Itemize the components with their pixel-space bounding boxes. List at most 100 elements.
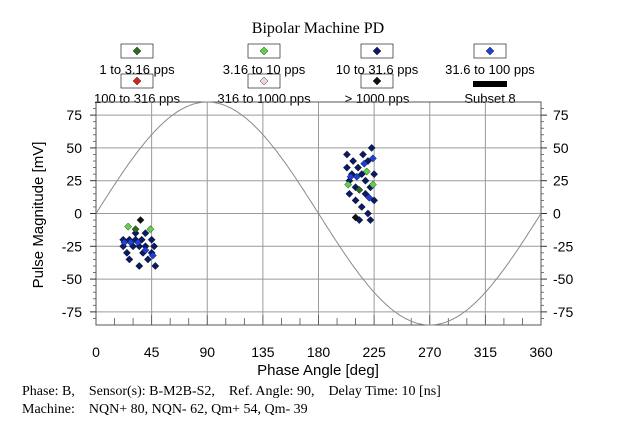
y-tick-label-left: 75 xyxy=(66,107,82,123)
data-point xyxy=(343,163,351,172)
legend-marker-diamond xyxy=(259,76,269,86)
y-tick-label-left: 0 xyxy=(74,206,82,222)
data-point xyxy=(355,186,364,194)
data-point xyxy=(364,209,372,218)
legend-label: 3.16 to 10 pps xyxy=(223,62,306,77)
data-point xyxy=(370,170,379,179)
data-point xyxy=(124,222,133,231)
data-point xyxy=(359,150,367,159)
y-tick-label-right: 25 xyxy=(553,173,569,189)
data-point xyxy=(344,180,353,189)
legend-marker-box xyxy=(360,43,394,59)
legend-label: 31.6 to 100 pps xyxy=(445,62,535,77)
data-point xyxy=(123,248,131,257)
data-point xyxy=(146,225,155,234)
legend-label: 10 to 31.6 pps xyxy=(336,62,419,77)
data-point xyxy=(351,196,360,205)
x-axis-label: Phase Angle [deg] xyxy=(257,362,379,379)
legend-marker-box xyxy=(360,73,394,89)
data-point xyxy=(150,242,158,251)
y-tick-label-right: -50 xyxy=(553,271,573,287)
data-point xyxy=(349,157,357,165)
y-tick-label-right: 75 xyxy=(553,107,569,123)
y-axis-label: Pulse Magnitude [mV] xyxy=(30,142,47,289)
data-point xyxy=(360,159,369,168)
footer-info-line-1: Phase: B, Sensor(s): B-M2B-S2, Ref. Angl… xyxy=(22,384,441,399)
y-tick-label-right: 50 xyxy=(553,140,569,156)
chart-data-points xyxy=(119,144,379,270)
x-tick-label: 225 xyxy=(362,344,386,360)
data-point xyxy=(369,154,377,163)
x-tick-label: 315 xyxy=(474,344,498,360)
legend-marker-box xyxy=(473,43,507,59)
legend-marker-diamond xyxy=(485,46,495,56)
data-point xyxy=(134,238,142,247)
data-point xyxy=(357,170,366,179)
data-point xyxy=(352,172,361,181)
data-point xyxy=(370,196,379,205)
y-tick-label-left: -25 xyxy=(62,238,82,254)
chart-title: Bipolar Machine PD xyxy=(252,20,384,37)
legend-label: 316 to 1000 pps xyxy=(217,91,311,106)
x-tick-label: 360 xyxy=(529,344,553,360)
x-tick-label: 0 xyxy=(92,344,100,360)
legend-marker-diamond xyxy=(132,76,142,86)
chart-tick-labels: 75 75 50 50 25 25 0 0 -25 -25 -50 -50 -75 -75 0 45 90 135… xyxy=(62,107,574,360)
data-point xyxy=(365,193,374,202)
y-tick-label-left: -75 xyxy=(62,304,82,320)
data-point xyxy=(131,225,140,234)
data-point xyxy=(361,189,370,198)
data-point xyxy=(367,144,376,152)
x-tick-label: 135 xyxy=(251,344,275,360)
legend-label: Subset 8 xyxy=(464,91,515,106)
y-tick-label-left: -50 xyxy=(62,271,82,287)
x-tick-label: 45 xyxy=(144,344,160,360)
legend-marker-box xyxy=(247,43,281,59)
y-tick-label-left: 50 xyxy=(66,140,82,156)
legend-marker-diamond xyxy=(372,46,382,56)
chart-grid xyxy=(96,102,541,325)
data-point xyxy=(362,167,371,176)
y-tick-label-left: 25 xyxy=(66,173,82,189)
legend-label: 100 to 316 pps xyxy=(94,91,181,106)
y-tick-label-right: 0 xyxy=(553,206,561,222)
legend-marker-diamond xyxy=(259,46,269,56)
data-point xyxy=(147,235,156,244)
data-point xyxy=(346,172,355,181)
footer-info-line-2: Machine: NQN+ 80, NQN- 62, Qm+ 54, Qm- 3… xyxy=(22,402,308,417)
legend-marker-diamond xyxy=(132,46,142,56)
data-point xyxy=(151,262,160,270)
data-point xyxy=(351,213,360,222)
x-tick-label: 180 xyxy=(307,344,331,360)
legend-marker-box xyxy=(120,43,154,59)
sine-curve xyxy=(95,101,542,326)
data-point xyxy=(354,163,362,172)
legend-marker-bar xyxy=(473,81,507,87)
data-point xyxy=(366,216,375,224)
chart-legend: 1 to 3.16 pps 3.16 to 10 pps 10 to 31.6 pp… xyxy=(94,43,535,106)
legend-marker-box xyxy=(120,73,154,89)
data-point xyxy=(125,255,134,264)
data-point xyxy=(361,176,370,185)
legend-label: > 1000 pps xyxy=(345,91,410,106)
data-point xyxy=(364,157,372,165)
data-point xyxy=(345,189,354,198)
data-point xyxy=(141,229,150,238)
data-point xyxy=(369,180,377,189)
legend-marker-box xyxy=(247,73,281,89)
y-tick-label-right: -75 xyxy=(553,304,573,320)
legend-marker-diamond xyxy=(372,76,382,86)
data-point xyxy=(144,255,152,264)
x-tick-label: 270 xyxy=(418,344,442,360)
data-point xyxy=(135,262,144,270)
x-tick-label: 90 xyxy=(199,344,215,360)
data-point xyxy=(357,203,366,211)
legend-label: 1 to 3.16 pps xyxy=(99,62,175,77)
y-tick-label-right: -25 xyxy=(553,238,573,254)
data-point xyxy=(126,238,135,247)
data-point xyxy=(148,251,157,260)
data-point xyxy=(141,246,150,255)
data-point xyxy=(343,150,351,159)
data-point xyxy=(136,216,145,224)
